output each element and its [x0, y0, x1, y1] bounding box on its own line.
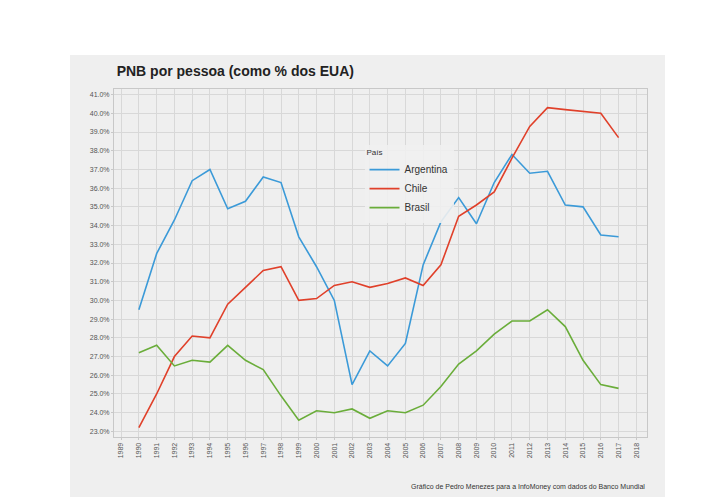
- svg-text:1993: 1993: [188, 443, 195, 459]
- svg-text:2016: 2016: [597, 443, 604, 459]
- svg-text:36.0%: 36.0%: [90, 185, 110, 192]
- svg-text:2017: 2017: [615, 443, 622, 459]
- svg-text:2004: 2004: [384, 443, 391, 459]
- svg-text:1990: 1990: [135, 443, 142, 459]
- svg-text:2002: 2002: [348, 443, 355, 459]
- svg-text:País: País: [367, 148, 383, 157]
- svg-text:2012: 2012: [526, 443, 533, 459]
- svg-text:1995: 1995: [224, 443, 231, 459]
- svg-text:32.0%: 32.0%: [90, 259, 110, 266]
- svg-text:31.0%: 31.0%: [90, 278, 110, 285]
- svg-text:2010: 2010: [490, 443, 497, 459]
- svg-text:2011: 2011: [508, 443, 515, 458]
- svg-text:29.0%: 29.0%: [90, 316, 110, 323]
- svg-text:Brasil: Brasil: [405, 202, 430, 213]
- svg-text:Gráfico de Pedro Menezes para: Gráfico de Pedro Menezes para a InfoMone…: [411, 483, 645, 491]
- svg-text:1992: 1992: [171, 443, 178, 459]
- svg-text:1994: 1994: [206, 443, 213, 459]
- svg-text:2015: 2015: [579, 443, 586, 459]
- svg-text:2018: 2018: [633, 443, 640, 459]
- svg-text:26.0%: 26.0%: [90, 372, 110, 379]
- svg-text:2013: 2013: [544, 443, 551, 459]
- svg-text:30.0%: 30.0%: [90, 297, 110, 304]
- svg-text:33.0%: 33.0%: [90, 241, 110, 248]
- svg-text:41.0%: 41.0%: [90, 91, 110, 98]
- svg-text:37.0%: 37.0%: [90, 166, 110, 173]
- svg-text:1999: 1999: [295, 443, 302, 459]
- svg-text:1996: 1996: [242, 443, 249, 459]
- svg-text:2009: 2009: [473, 443, 480, 459]
- svg-text:38.0%: 38.0%: [90, 147, 110, 154]
- svg-text:39.0%: 39.0%: [90, 128, 110, 135]
- svg-text:Chile: Chile: [405, 183, 428, 194]
- svg-text:2000: 2000: [313, 443, 320, 459]
- svg-text:34.0%: 34.0%: [90, 222, 110, 229]
- svg-text:2005: 2005: [402, 443, 409, 459]
- svg-text:1998: 1998: [277, 443, 284, 459]
- svg-text:2007: 2007: [437, 443, 444, 459]
- svg-text:PNB por pessoa (como % dos EUA: PNB por pessoa (como % dos EUA): [117, 63, 354, 79]
- svg-text:27.0%: 27.0%: [90, 353, 110, 360]
- svg-text:1989: 1989: [117, 443, 124, 459]
- svg-text:Argentina: Argentina: [405, 164, 448, 175]
- svg-text:25.0%: 25.0%: [90, 390, 110, 397]
- svg-text:23.0%: 23.0%: [90, 428, 110, 435]
- svg-text:2001: 2001: [331, 443, 338, 459]
- svg-text:2008: 2008: [455, 443, 462, 459]
- svg-text:1997: 1997: [260, 443, 267, 459]
- svg-text:2006: 2006: [419, 443, 426, 459]
- svg-text:35.0%: 35.0%: [90, 203, 110, 210]
- svg-text:2014: 2014: [562, 443, 569, 459]
- svg-text:2003: 2003: [366, 443, 373, 459]
- svg-text:40.0%: 40.0%: [90, 110, 110, 117]
- svg-text:1991: 1991: [153, 443, 160, 459]
- svg-text:24.0%: 24.0%: [90, 409, 110, 416]
- svg-text:28.0%: 28.0%: [90, 334, 110, 341]
